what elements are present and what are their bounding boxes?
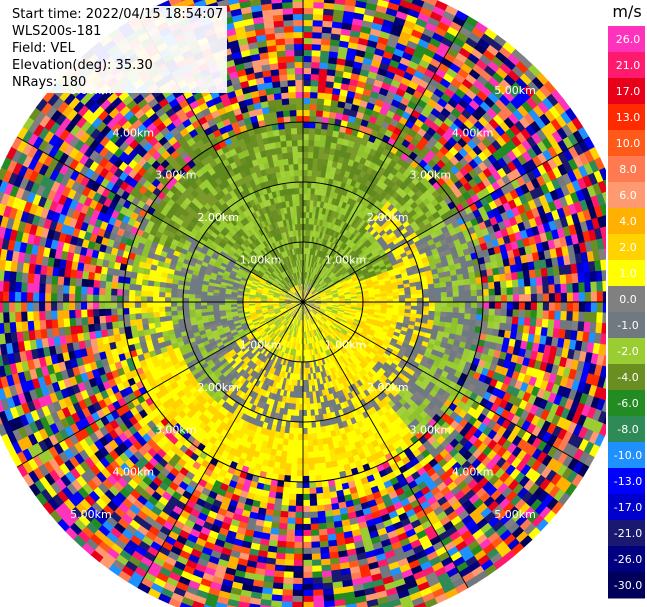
range-ring-label: 2.00km [367, 211, 409, 224]
colorbar-segment [608, 312, 645, 339]
colorbar-segment [608, 182, 645, 209]
colorbar-tick-label: -6.0 [617, 397, 638, 410]
azimuth-spoke [16, 301, 304, 468]
colorbar-tick-label: 17.0 [616, 85, 641, 98]
colorbar-segment [608, 520, 645, 547]
colorbar-tick-label: 8.0 [619, 163, 637, 176]
colorbar-tick-label: -8.0 [617, 423, 638, 436]
colorbar-segment [608, 390, 645, 417]
colorbar-segment [608, 260, 645, 287]
range-ring-label: 1.00km [240, 338, 282, 351]
colorbar-tick-label: -17.0 [614, 501, 642, 514]
azimuth-spoke [137, 301, 304, 589]
colorbar-tick-label: 4.0 [619, 215, 637, 228]
colorbar-segment [608, 26, 645, 53]
colorbar-segment [608, 104, 645, 131]
range-ring-label: 3.00km [409, 423, 451, 436]
colorbar-segment [608, 208, 645, 235]
ppi-plot: 1.00km 1.00km 1.00km 1.00km 2.00km 2.00km 2.00… [0, 0, 606, 607]
colorbar-segment [608, 78, 645, 105]
velocity-field [0, 0, 606, 607]
range-ring-label: 3.00km [155, 423, 197, 436]
colorbar-segment [608, 52, 645, 79]
colorbar: m/s 26.0 21.0 17.0 13.0 10.0 8.0 6.0 4.0 2.0 1.0 0… [608, 2, 645, 599]
start-time-label: Start time: 2022/04/15 18:54:07 [12, 7, 224, 22]
colorbar-unit-label: m/s [612, 2, 641, 21]
scan-info: Start time: 2022/04/15 18:54:07 WLS200s-… [4, 6, 228, 93]
colorbar-tick-label: -4.0 [617, 371, 638, 384]
colorbar-tick-label: 13.0 [616, 111, 641, 124]
range-ring-label: 3.00km [409, 169, 451, 182]
colorbar-segment [608, 468, 645, 495]
colorbar-segment [608, 234, 645, 261]
range-ring-grid [0, 0, 606, 607]
colorbar-segment [608, 494, 645, 521]
range-ring-label: 4.00km [113, 126, 155, 139]
range-ring-label: 2.00km [197, 381, 239, 394]
range-ring-label: 4.00km [452, 466, 494, 479]
colorbar-segment [608, 286, 645, 313]
colorbar-tick-label: 2.0 [619, 241, 637, 254]
range-ring-label: 5.00km [494, 84, 536, 97]
range-ring-label: 1.00km [325, 254, 367, 267]
range-ring-label: 2.00km [197, 211, 239, 224]
azimuth-spoke [16, 136, 304, 303]
colorbar-tick-label: -10.0 [614, 449, 642, 462]
colorbar-tick-label: 0.0 [619, 293, 637, 306]
colorbar-segment [608, 546, 645, 573]
colorbar-tick-label: -13.0 [614, 475, 642, 488]
colorbar-segment [608, 442, 645, 469]
instrument-label: WLS200s-181 [12, 24, 102, 39]
colorbar-tick-label: 26.0 [616, 33, 641, 46]
elevation-label: Elevation(deg): 35.30 [12, 58, 153, 73]
colorbar-tick-label: -21.0 [614, 527, 642, 540]
range-ring-label: 1.00km [325, 338, 367, 351]
colorbar-segment [608, 130, 645, 157]
colorbar-tick-label: -26.0 [614, 553, 642, 566]
colorbar-tick-label: 21.0 [616, 59, 641, 72]
azimuth-spoke [302, 301, 590, 468]
range-ring-label: 5.00km [494, 508, 536, 521]
range-ring-label: 2.00km [367, 381, 409, 394]
azimuth-spoke [302, 136, 590, 303]
colorbar-tick-label: 10.0 [616, 137, 641, 150]
colorbar-segment [608, 338, 645, 365]
colorbar-tick-label: 1.0 [619, 267, 637, 280]
azimuth-spoke [302, 301, 469, 589]
field-label: Field: VEL [12, 41, 75, 56]
range-ring-label: 4.00km [452, 126, 494, 139]
colorbar-segment [608, 416, 645, 443]
nrays-label: NRays: 180 [12, 75, 87, 90]
range-ring-label: 1.00km [240, 254, 282, 267]
colorbar-tick-label: -30.0 [614, 579, 642, 592]
range-ring-label: 3.00km [155, 169, 197, 182]
range-ring-label: 4.00km [113, 466, 155, 479]
azimuth-spoke [302, 15, 469, 303]
colorbar-tick-label: -1.0 [617, 319, 638, 332]
colorbar-segment [608, 572, 645, 599]
colorbar-tick-label: 6.0 [619, 189, 637, 202]
colorbar-tick-label: -2.0 [617, 345, 638, 358]
range-ring-label: 5.00km [70, 508, 112, 521]
colorbar-segment [608, 156, 645, 183]
colorbar-segment [608, 364, 645, 391]
